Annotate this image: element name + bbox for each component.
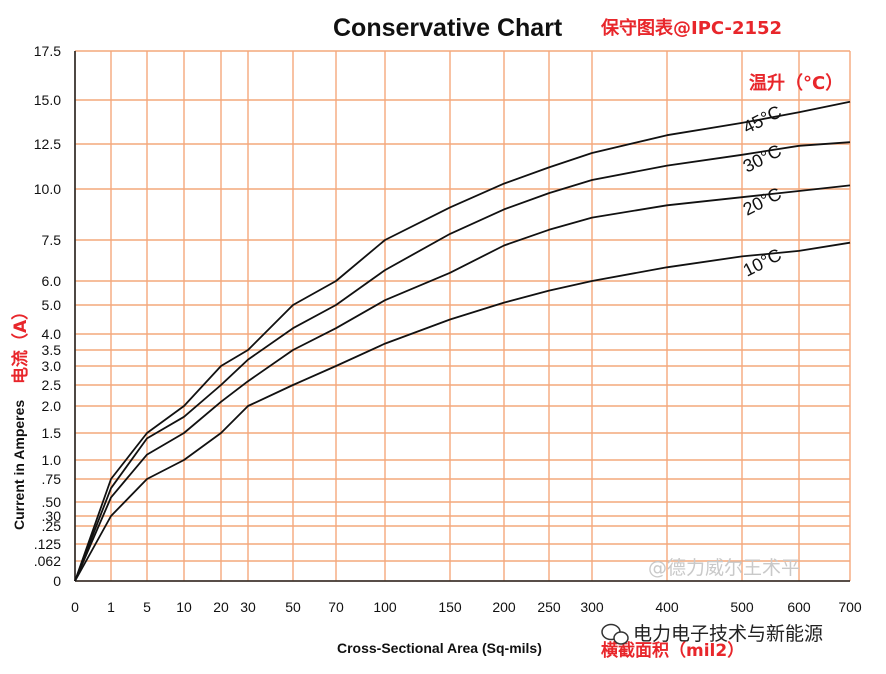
chart-title: Conservative Chart <box>333 14 563 42</box>
y-tick-label-5: .50 <box>42 494 62 510</box>
series-labels: 45°C30°C20°C10°C <box>740 101 785 280</box>
series-line-0 <box>74 100 851 582</box>
series-line-3 <box>74 241 851 582</box>
y-tick-label-16: 7.5 <box>42 232 62 248</box>
x-tick-label-7: 70 <box>328 599 344 615</box>
y-tick-label-19: 15.0 <box>34 92 61 108</box>
tick-labels: 0 1 5 10 20 30 50 70 100 150 200 250 300 400 500 600 700… <box>34 43 862 615</box>
x-tick-label-6: 50 <box>285 599 301 615</box>
y-tick-label-4: .30 <box>42 508 62 524</box>
y-tick-label-14: 5.0 <box>42 297 62 313</box>
series-label-0: 45°C <box>740 101 785 137</box>
y-axis-label: Current in Amperes <box>11 400 27 530</box>
y-tick-label-20: 17.5 <box>34 43 61 59</box>
y-tick-label-1: .062 <box>34 553 61 569</box>
y-tick-label-13: 4.0 <box>42 326 62 342</box>
x-tick-label-5: 30 <box>240 599 256 615</box>
series-label-1: 30°C <box>740 140 785 176</box>
y-tick-label-2: .125 <box>34 536 61 552</box>
x-tick-label-4: 20 <box>213 599 229 615</box>
y-tick-label-9: 2.0 <box>42 398 62 414</box>
y-tick-label-10: 2.5 <box>42 377 62 393</box>
series-curves <box>74 100 851 582</box>
y-tick-label-8: 1.5 <box>42 425 62 441</box>
brand-name: 电力电子技术与新能源 <box>633 623 823 645</box>
y-tick-label-18: 12.5 <box>34 136 61 152</box>
plot-grid <box>74 50 851 582</box>
x-axis-label: Cross-Sectional Area (Sq-mils) <box>337 640 542 656</box>
y-tick-label-15: 6.0 <box>42 273 62 289</box>
y-tick-label-12: 3.5 <box>42 342 62 358</box>
wechat-icon <box>601 623 629 645</box>
x-tick-label-8: 100 <box>373 599 397 615</box>
x-axis-label-cn: 横截面积（mil2） <box>601 640 744 661</box>
x-tick-label-10: 200 <box>492 599 516 615</box>
x-tick-label-9: 150 <box>438 599 462 615</box>
x-tick-label-11: 250 <box>537 599 561 615</box>
legend-title: 温升（°C） <box>749 73 843 94</box>
watermark: @德力威尔王术平 <box>648 557 800 579</box>
x-tick-label-16: 700 <box>838 599 862 615</box>
x-tick-label-0: 0 <box>71 599 79 615</box>
x-tick-label-15: 600 <box>787 599 811 615</box>
x-tick-label-14: 500 <box>730 599 754 615</box>
y-tick-label-3: .25 <box>42 518 62 534</box>
series-label-3: 10°C <box>740 244 785 280</box>
y-tick-label-7: 1.0 <box>42 452 62 468</box>
y-tick-label-6: .75 <box>42 471 62 487</box>
y-tick-label-17: 10.0 <box>34 181 61 197</box>
y-axis-label-cn: 电流（A） <box>10 303 31 384</box>
x-tick-label-1: 1 <box>107 599 115 615</box>
y-tick-label-0: 0 <box>53 573 61 589</box>
x-tick-label-2: 5 <box>143 599 151 615</box>
x-tick-label-12: 300 <box>580 599 604 615</box>
y-tick-label-11: 3.0 <box>42 358 62 374</box>
x-tick-label-13: 400 <box>655 599 679 615</box>
series-line-2 <box>74 184 851 582</box>
series-line-1 <box>74 141 851 582</box>
x-tick-label-3: 10 <box>176 599 192 615</box>
chart-title-cn: 保守图表@IPC-2152 <box>600 17 782 39</box>
